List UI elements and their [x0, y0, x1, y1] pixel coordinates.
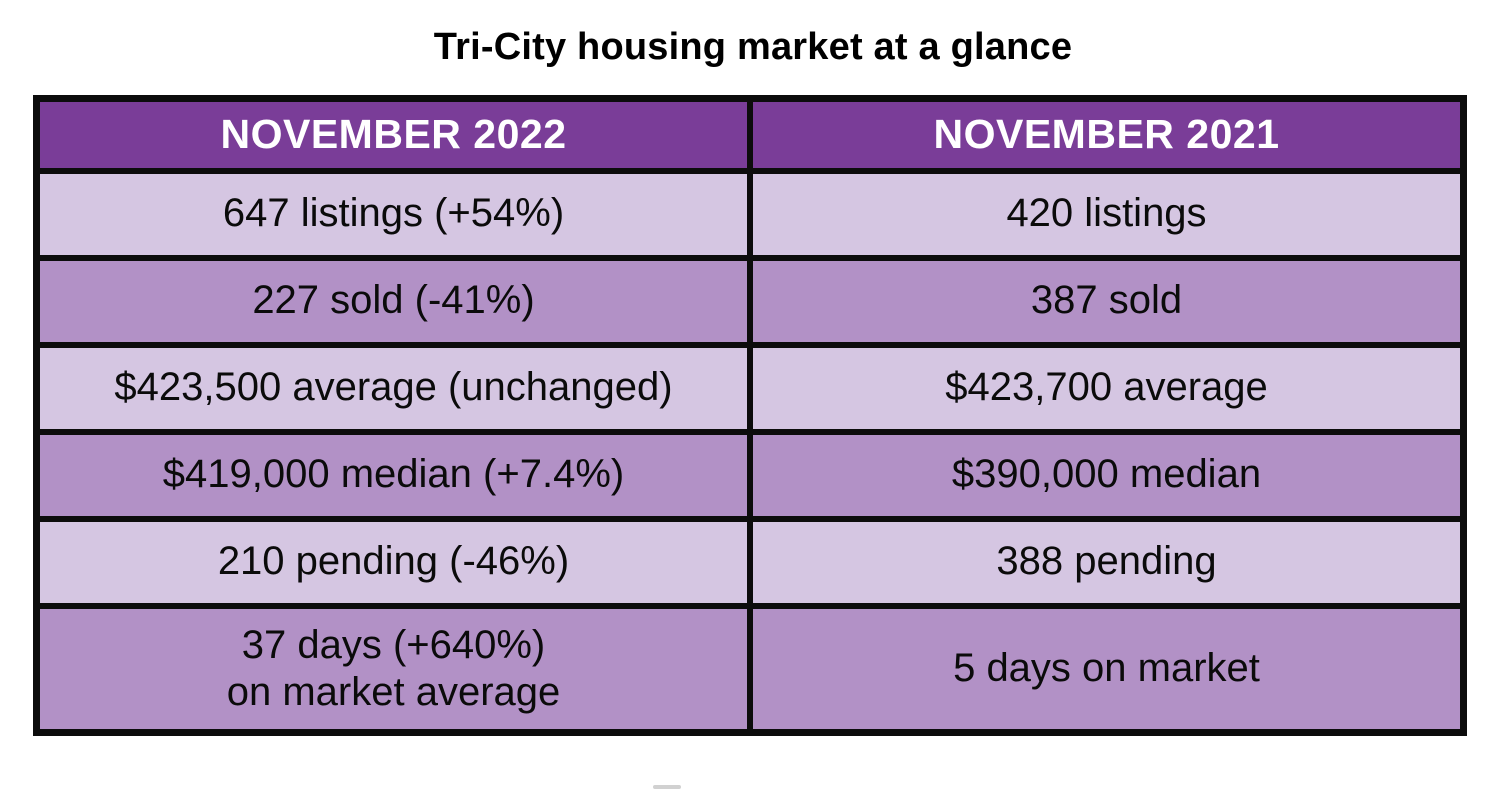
cell-sold-2022: 227 sold (-41%)	[33, 254, 753, 348]
table-row-average-price: $423,500 average (unchanged) $423,700 av…	[33, 341, 1467, 435]
table-header: NOVEMBER 2022 NOVEMBER 2021	[33, 95, 1467, 174]
cell-listings-2021: 420 listings	[747, 167, 1467, 261]
cell-listings-2022: 647 listings (+54%)	[33, 167, 753, 261]
cell-pending-2022: 210 pending (-46%)	[33, 515, 753, 609]
column-header-nov-2021: NOVEMBER 2021	[747, 95, 1467, 174]
table-row-median-price: $419,000 median (+7.4%) $390,000 median	[33, 428, 1467, 522]
cell-days-on-market-2021: 5 days on market	[747, 602, 1467, 736]
cell-median-2021: $390,000 median	[747, 428, 1467, 522]
page-title: Tri-City housing market at a glance	[433, 26, 1073, 68]
table-row-sold: 227 sold (-41%) 387 sold	[33, 254, 1467, 348]
cell-sold-2021: 387 sold	[747, 254, 1467, 348]
column-header-nov-2022: NOVEMBER 2022	[33, 95, 753, 174]
table-row-pending: 210 pending (-46%) 388 pending	[33, 515, 1467, 609]
cell-average-2021: $423,700 average	[747, 341, 1467, 435]
table-body: 647 listings (+54%) 420 listings 227 sol…	[33, 167, 1467, 736]
cell-average-2022: $423,500 average (unchanged)	[33, 341, 753, 435]
table-row-listings: 647 listings (+54%) 420 listings	[33, 167, 1467, 261]
cell-days-on-market-2022: 37 days (+640%) on market average	[33, 602, 753, 736]
cell-median-2022: $419,000 median (+7.4%)	[33, 428, 753, 522]
cell-pending-2021: 388 pending	[747, 515, 1467, 609]
housing-market-table: NOVEMBER 2022 NOVEMBER 2021 647 listings…	[33, 95, 1467, 736]
cropped-text-artifact	[653, 785, 681, 789]
header-row: NOVEMBER 2022 NOVEMBER 2021	[33, 95, 1467, 174]
table-row-days-on-market: 37 days (+640%) on market average 5 days…	[33, 602, 1467, 736]
